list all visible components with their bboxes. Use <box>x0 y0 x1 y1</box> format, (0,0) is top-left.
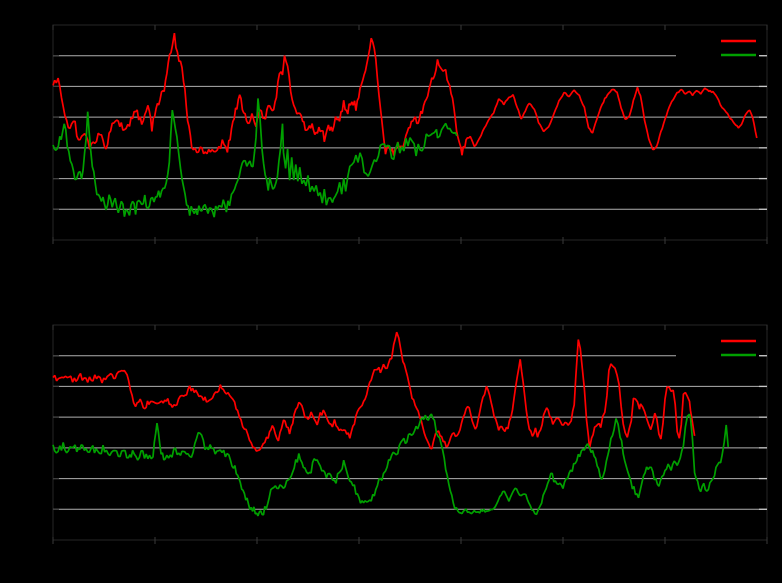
legend <box>676 29 760 71</box>
series-green-line <box>52 98 458 218</box>
plot-border <box>52 24 768 241</box>
legend-box <box>676 29 760 71</box>
subplot-1 <box>52 24 768 244</box>
plot-border <box>52 324 768 541</box>
series-red-line <box>52 331 696 452</box>
series-green-line <box>52 413 730 517</box>
series-red-line <box>52 32 758 156</box>
legend <box>676 329 760 371</box>
subplot-2 <box>52 324 768 544</box>
legend-box <box>676 329 760 371</box>
